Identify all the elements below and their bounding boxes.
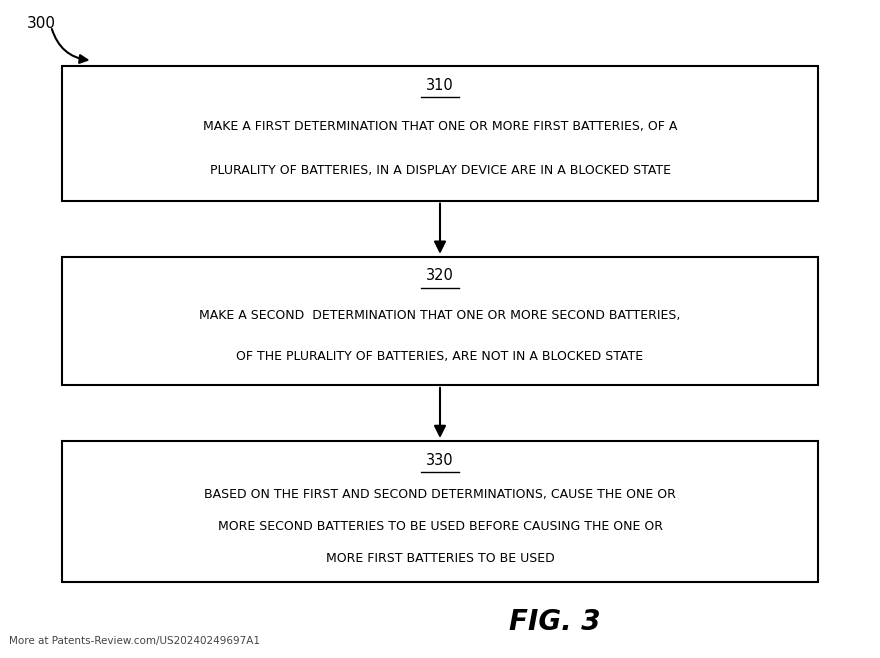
Text: MORE SECOND BATTERIES TO BE USED BEFORE CAUSING THE ONE OR: MORE SECOND BATTERIES TO BE USED BEFORE … — [217, 520, 663, 533]
Text: PLURALITY OF BATTERIES, IN A DISPLAY DEVICE ARE IN A BLOCKED STATE: PLURALITY OF BATTERIES, IN A DISPLAY DEV… — [209, 164, 671, 177]
Text: OF THE PLURALITY OF BATTERIES, ARE NOT IN A BLOCKED STATE: OF THE PLURALITY OF BATTERIES, ARE NOT I… — [237, 350, 643, 363]
Text: 310: 310 — [426, 78, 454, 93]
Text: FIG. 3: FIG. 3 — [509, 608, 600, 636]
Text: MORE FIRST BATTERIES TO BE USED: MORE FIRST BATTERIES TO BE USED — [326, 552, 554, 565]
Text: BASED ON THE FIRST AND SECOND DETERMINATIONS, CAUSE THE ONE OR: BASED ON THE FIRST AND SECOND DETERMINAT… — [204, 488, 676, 501]
Bar — [62, 66, 818, 201]
Text: 300: 300 — [26, 16, 55, 32]
Text: MAKE A SECOND  DETERMINATION THAT ONE OR MORE SECOND BATTERIES,: MAKE A SECOND DETERMINATION THAT ONE OR … — [199, 309, 681, 322]
Text: 330: 330 — [426, 453, 454, 468]
Bar — [62, 257, 818, 385]
Text: More at Patents-Review.com/US20240249697A1: More at Patents-Review.com/US20240249697… — [9, 636, 260, 646]
Text: MAKE A FIRST DETERMINATION THAT ONE OR MORE FIRST BATTERIES, OF A: MAKE A FIRST DETERMINATION THAT ONE OR M… — [202, 120, 678, 133]
Bar — [62, 441, 818, 582]
Text: 320: 320 — [426, 268, 454, 284]
